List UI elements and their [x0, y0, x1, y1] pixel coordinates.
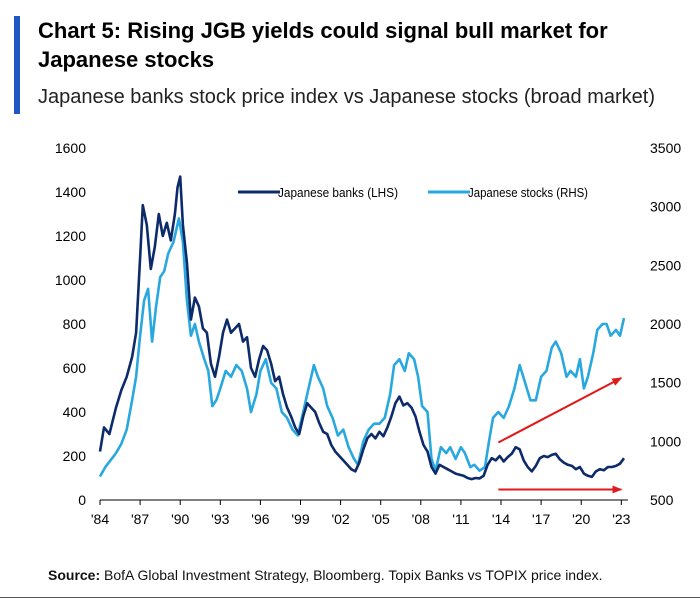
x-tick-label: '87 [131, 511, 149, 527]
y-right-tick-label: 500 [650, 492, 674, 508]
x-tick-label: '99 [291, 511, 309, 527]
x-tick-label: '90 [171, 511, 189, 527]
source-text: BofA Global Investment Strategy, Bloombe… [100, 567, 603, 583]
x-tick-label: '20 [572, 511, 590, 527]
legend: Japanese banks (LHS) Japanese stocks (RHS… [238, 185, 588, 200]
source-note: Source: BofA Global Investment Strategy,… [48, 567, 603, 583]
y-left-tick-label: 1600 [55, 140, 86, 156]
x-tick-label: '14 [492, 511, 510, 527]
x-tick-label: '93 [211, 511, 229, 527]
legend-item-japanese-banks: Japanese banks (LHS) [238, 185, 398, 200]
x-tick-label: '08 [412, 511, 430, 527]
y-right-tick-label: 2000 [650, 316, 681, 332]
y-left-tick-label: 600 [63, 360, 87, 376]
legend-label: Japanese stocks (RHS) [468, 185, 588, 200]
annotations-layer [497, 377, 623, 494]
x-tick-label: '23 [612, 511, 630, 527]
y-left-tick-label: 400 [63, 404, 87, 420]
title-accent-bar [14, 16, 20, 114]
x-tick-label: '17 [532, 511, 550, 527]
x-tick-label: '96 [251, 511, 269, 527]
y-right-tick-label: 1500 [650, 375, 681, 391]
y-left-tick-label: 1000 [55, 272, 86, 288]
y-left-tick-label: 1400 [55, 184, 86, 200]
legend-label: Japanese banks (LHS) [278, 185, 398, 200]
y-left-tick-label: 0 [78, 492, 86, 508]
x-tick-label: '02 [331, 511, 349, 527]
chart-subtitle: Japanese banks stock price index vs Japa… [38, 86, 655, 108]
y-left-tick-label: 200 [63, 448, 87, 464]
series-line-japanese-stocks [98, 217, 626, 478]
chart-axes: 0 200 400 600 800 1000 1200 1400 1600 500 1000 1500… [55, 140, 682, 527]
x-tick-label: '05 [372, 511, 390, 527]
y-right-tick-label: 3000 [650, 199, 681, 215]
chart-title: Chart 5: Rising JGB yields could signal … [38, 18, 608, 72]
series-line-japanese-banks [98, 175, 626, 481]
x-tick-label: '84 [91, 511, 109, 527]
y-right-tick-label: 2500 [650, 257, 681, 273]
y-left-tick-label: 800 [63, 316, 87, 332]
y-right-tick-label: 1000 [650, 433, 681, 449]
legend-item-japanese-stocks: Japanese stocks (RHS) [428, 185, 588, 200]
arrow-up-trend [497, 377, 623, 444]
y-left-tick-label: 1200 [55, 228, 86, 244]
x-tick-label: '11 [452, 511, 469, 527]
y-right-tick-label: 3500 [650, 140, 681, 156]
series-layer [98, 175, 626, 481]
bottom-divider [0, 597, 700, 598]
source-label: Source: [48, 567, 101, 583]
line-chart: 0 200 400 600 800 1000 1200 1400 1600 500 1000 1500… [55, 140, 682, 527]
